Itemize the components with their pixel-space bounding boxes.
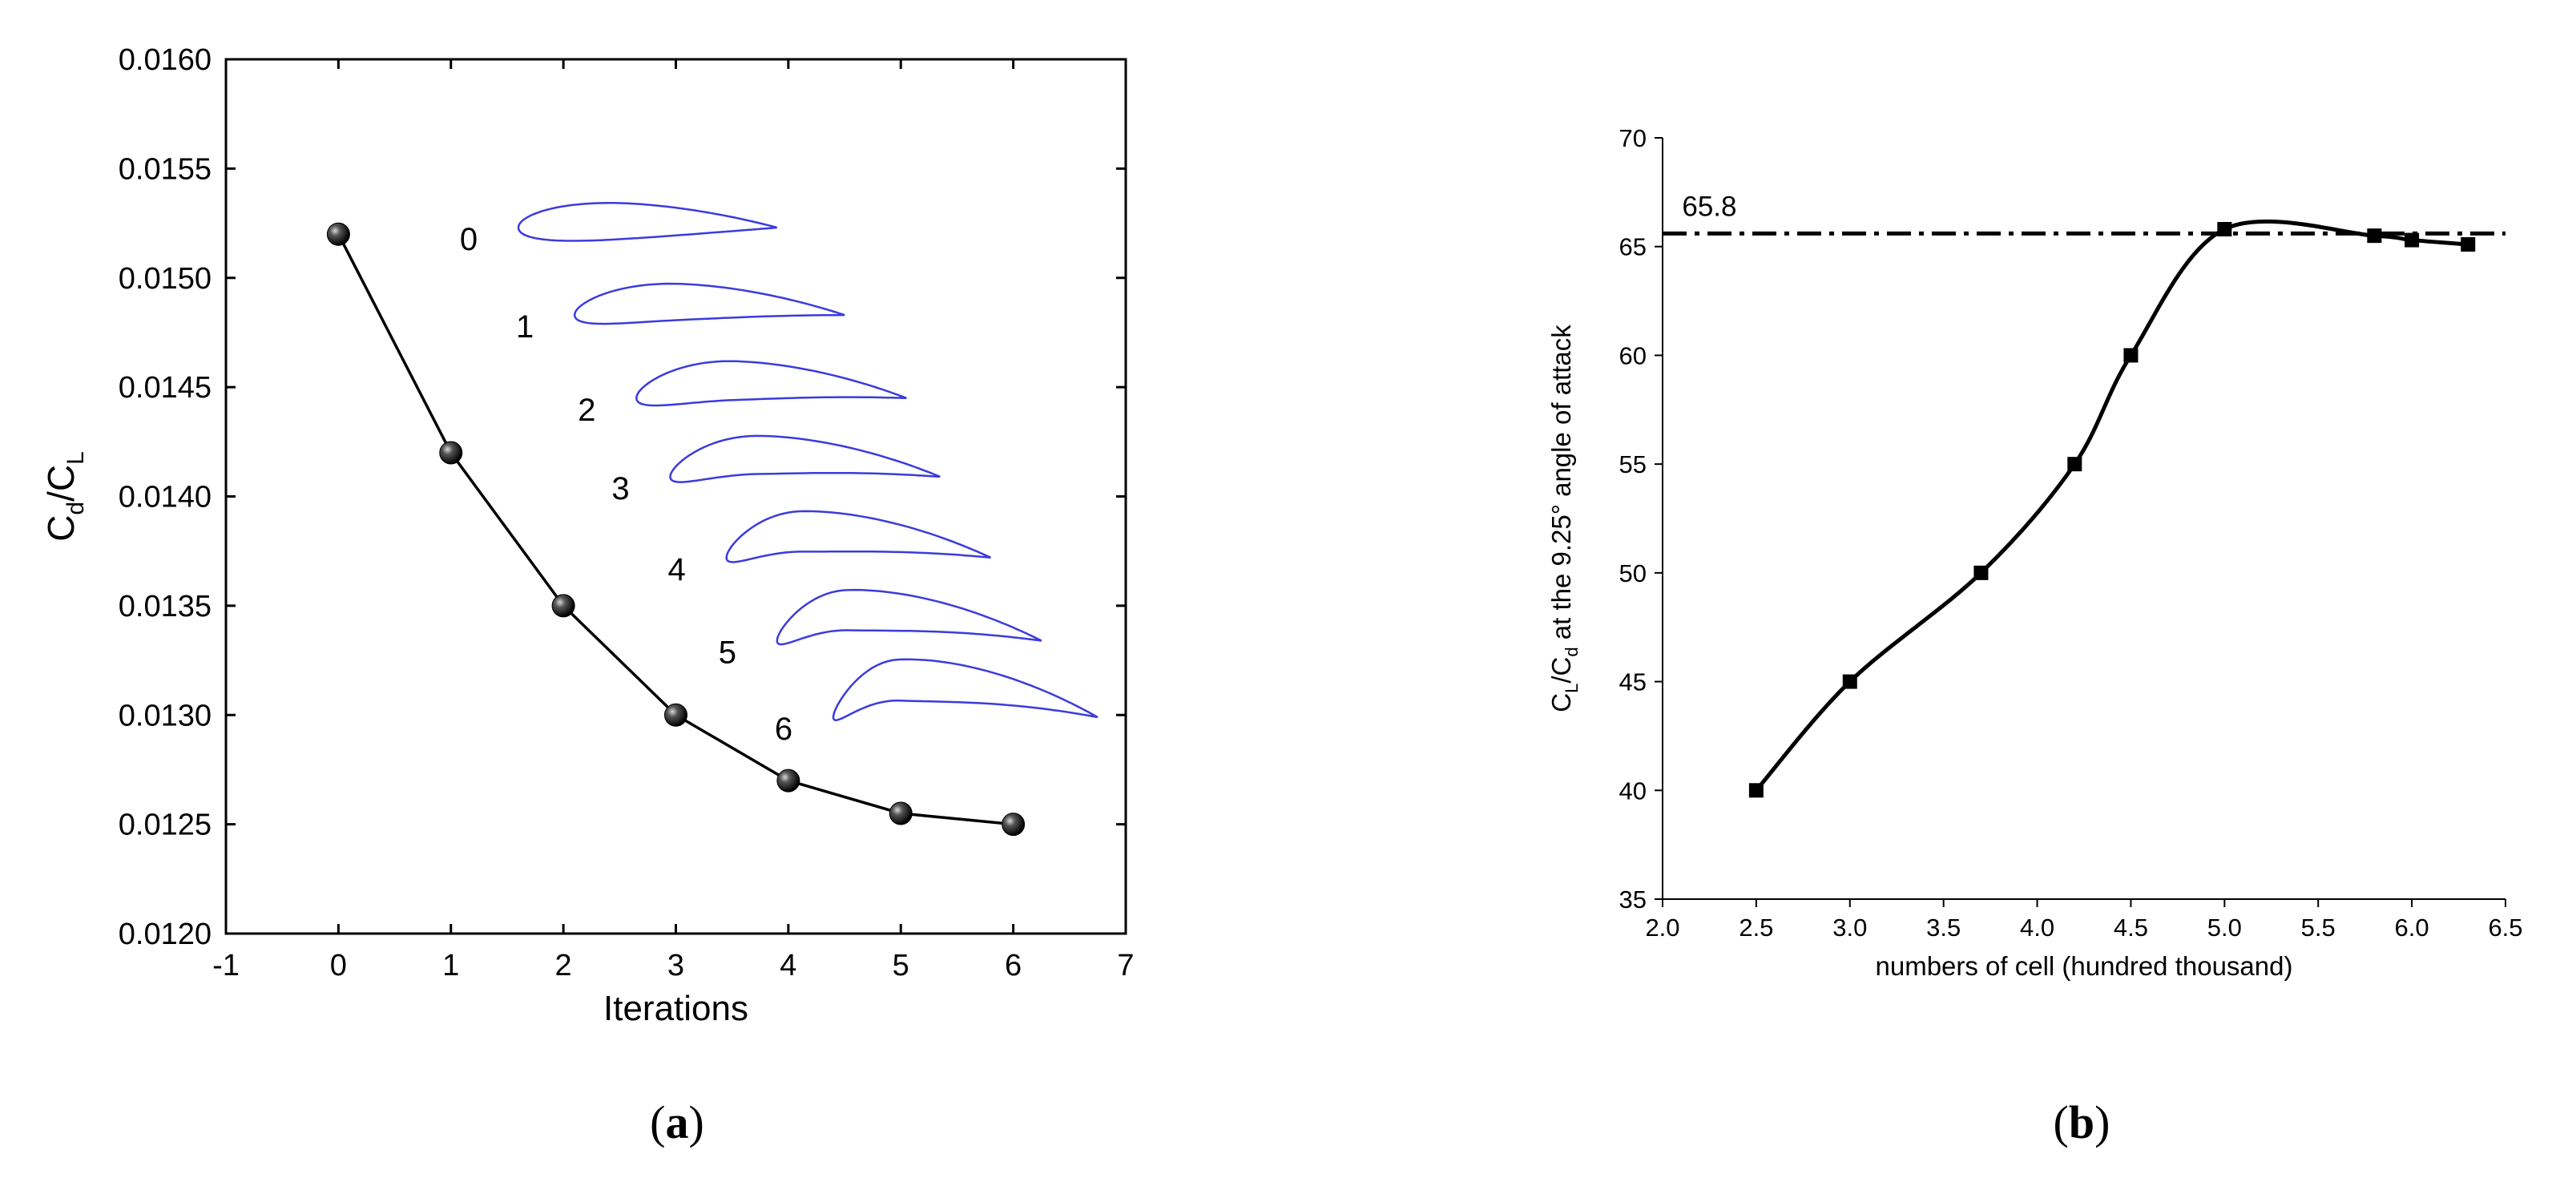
- chart-b: 2.0 2.5 3.0 3.5 4.0 4.5 5.0 5.5 6.0 6.5 35 40 45 50 55…: [1546, 124, 2523, 1148]
- x-tick-label-a: -1: [212, 949, 240, 982]
- x-axis-title-b: numbers of cell (hundred thousand): [1876, 951, 2293, 981]
- data-point-b: [1973, 565, 1989, 580]
- data-point-a: [664, 703, 687, 727]
- airfoil-shape: [517, 202, 777, 242]
- data-point-b: [1842, 674, 1857, 689]
- plot-frame-a: [224, 58, 1127, 935]
- y-axis-title-b-part: /C: [1546, 657, 1576, 684]
- y-tick-label-a: 0.0120: [119, 918, 212, 951]
- y-tick-label-b: 65: [1619, 233, 1647, 261]
- y-tick-label-b: 40: [1619, 777, 1647, 805]
- y-tick-label-a: 0.0150: [119, 262, 212, 296]
- x-tick-label-b: 5.0: [2207, 914, 2242, 942]
- x-tick-label-a: 0: [330, 949, 347, 982]
- airfoil-shape: [635, 360, 907, 407]
- data-point-b: [2067, 457, 2082, 472]
- y-axis-title-b-sub: L: [1562, 684, 1582, 693]
- y-tick-label-b: 45: [1619, 668, 1647, 696]
- y-axis-title-a-part: C: [40, 515, 82, 542]
- x-tick-label-b: 6.0: [2395, 914, 2429, 942]
- x-tick-label-a: 2: [555, 949, 572, 982]
- x-tick-label-a: 3: [667, 949, 684, 982]
- x-tick-label-b: 4.0: [2020, 914, 2054, 942]
- y-tick-label-a: 0.0145: [119, 371, 212, 405]
- data-point-a: [1002, 813, 1026, 837]
- y-axis-title-a-sub: L: [62, 451, 89, 465]
- x-tick-label-b: 2.0: [1645, 914, 1679, 942]
- paren: ): [2094, 1096, 2110, 1148]
- data-point-b: [2367, 228, 2382, 244]
- y-tick-label-a: 0.0135: [119, 590, 212, 623]
- y-tick-label-a: 0.0125: [119, 809, 212, 842]
- airfoil-label: 3: [611, 471, 629, 506]
- panel-label-a-letter: a: [666, 1096, 689, 1148]
- x-tick-label-b: 5.5: [2301, 914, 2336, 942]
- data-point-a: [889, 801, 913, 825]
- data-point-a: [326, 222, 350, 246]
- x-tick-label-a: 5: [893, 949, 909, 982]
- airfoil-label: 5: [719, 635, 736, 671]
- reference-line-label-b: 65.8: [1682, 191, 1736, 222]
- data-point-a: [439, 441, 463, 465]
- data-point-b: [2461, 237, 2476, 252]
- x-tick-label-b: 3.5: [1926, 914, 1961, 942]
- data-point-b: [2217, 222, 2232, 236]
- panel-label-b-letter: b: [2069, 1096, 2094, 1148]
- x-tick-label-a: 1: [442, 949, 459, 982]
- paren: (: [650, 1096, 665, 1148]
- x-tick-label-a: 6: [1005, 949, 1022, 982]
- airfoil-label: 1: [516, 309, 534, 345]
- x-tick-label-a: 4: [780, 949, 796, 982]
- y-tick-label-a: 0.0130: [119, 699, 212, 732]
- airfoil-shape: [776, 588, 1042, 646]
- x-tick-label-b: 6.5: [2488, 914, 2522, 942]
- y-axis-title-b: CL/Cd at the 9.25° angle of attack: [1546, 325, 1582, 712]
- y-axis-title-b-part: at the 9.25° angle of attack: [1546, 325, 1576, 647]
- airfoil-shape: [725, 510, 991, 563]
- data-point-a: [776, 769, 800, 793]
- y-tick-label-a: 0.0155: [119, 152, 212, 186]
- series-line-a: [337, 233, 1014, 826]
- airfoil-shape: [573, 282, 845, 325]
- chart-a: -1 0 1 2 3 4 5 6 7 0.0120 0.0125 0.0130 0.0135 0.0140…: [40, 43, 1135, 1148]
- paren: (: [2054, 1096, 2069, 1148]
- y-axis-title-b-part: C: [1546, 693, 1576, 712]
- y-axis-title-a: Cd/CL: [40, 451, 89, 542]
- x-tick-label-a: 7: [1117, 949, 1134, 982]
- y-tick-label-b: 55: [1619, 450, 1647, 478]
- x-tick-label-b: 4.5: [2114, 914, 2148, 942]
- x-tick-label-b: 3.0: [1832, 914, 1867, 942]
- y-tick-label-b: 35: [1619, 885, 1647, 914]
- panel-label-a: (a): [650, 1096, 704, 1148]
- data-point-a: [551, 594, 575, 618]
- y-tick-label-b: 50: [1619, 559, 1647, 587]
- airfoil-shape: [669, 434, 941, 483]
- y-tick-label-b: 60: [1619, 341, 1647, 369]
- airfoil-label: 6: [775, 712, 792, 747]
- y-tick-label-a: 0.0160: [119, 43, 212, 77]
- x-tick-label-b: 2.5: [1739, 914, 1773, 942]
- panel-label-b: (b): [2054, 1096, 2110, 1148]
- y-tick-label-a: 0.0140: [119, 481, 212, 514]
- airfoil-label: 0: [460, 222, 478, 257]
- data-point-b: [2123, 348, 2139, 363]
- data-point-b: [1748, 783, 1764, 798]
- paren: ): [689, 1096, 704, 1148]
- y-tick-label-b: 70: [1619, 124, 1647, 152]
- y-axis-title-b-sub: d: [1562, 647, 1582, 656]
- data-point-b: [2405, 232, 2420, 248]
- airfoil-label: 2: [578, 393, 595, 428]
- airfoil-shape: [832, 658, 1099, 721]
- y-axis-title-a-part: /C: [40, 465, 82, 502]
- y-axis-title-a-sub: d: [62, 502, 89, 515]
- airfoil-label: 4: [668, 552, 686, 587]
- x-axis-title-a: Iterations: [603, 989, 748, 1028]
- series-line-b: [1754, 219, 2469, 792]
